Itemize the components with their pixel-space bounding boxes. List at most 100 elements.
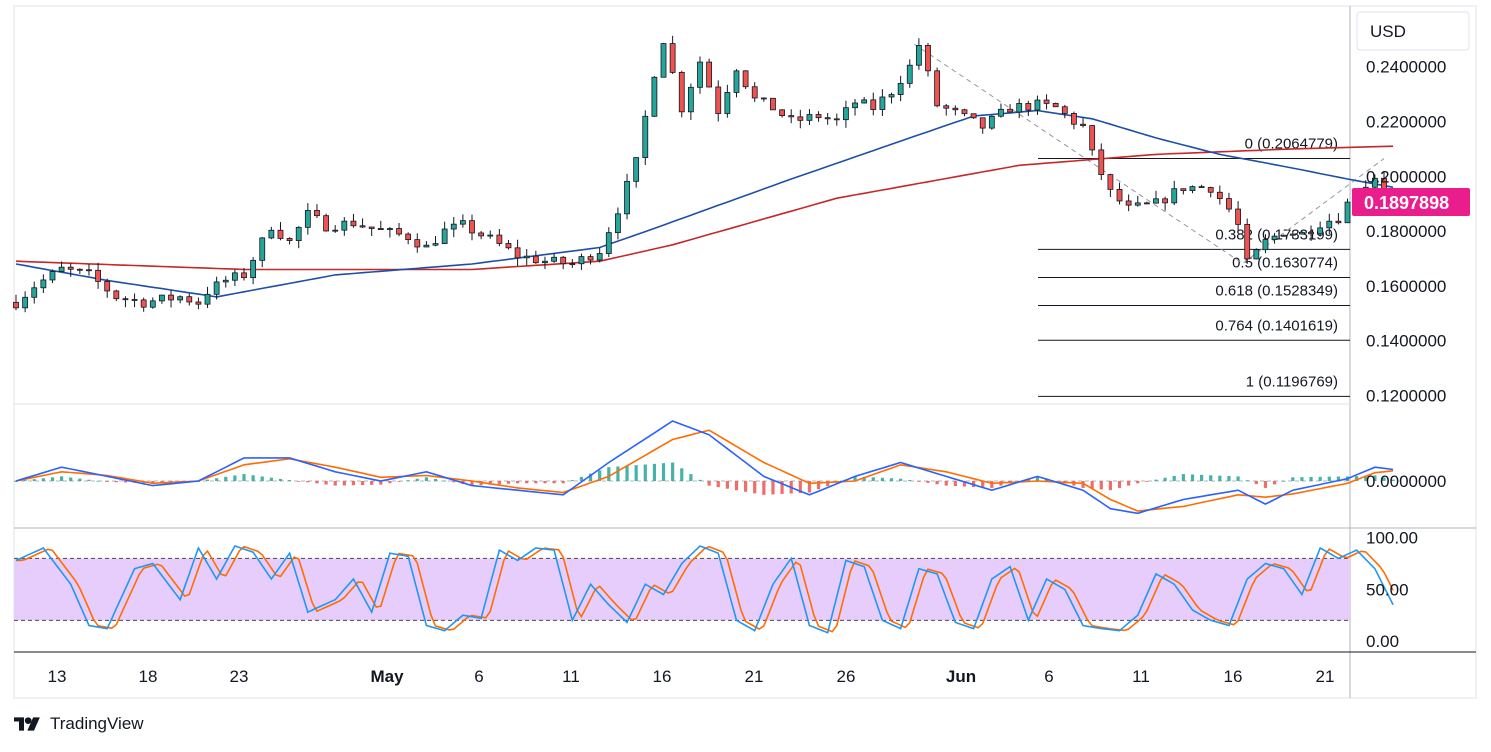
currency-button[interactable]: USD [1356, 11, 1470, 51]
candle[interactable] [1089, 125, 1096, 156]
candle[interactable] [906, 59, 913, 88]
candle[interactable] [1335, 213, 1342, 225]
candle[interactable] [888, 92, 895, 104]
candle[interactable] [596, 247, 603, 263]
candle[interactable] [1071, 111, 1077, 130]
candle[interactable] [314, 204, 320, 218]
time-axis[interactable]: 13 18 23 May 6 11 16 21 26 Jun 6 11 16 21 [48, 667, 1335, 686]
candle[interactable] [1052, 102, 1059, 108]
candle[interactable] [1162, 196, 1169, 211]
candle[interactable] [979, 117, 986, 134]
candle[interactable] [1171, 180, 1178, 206]
candle[interactable] [432, 236, 439, 247]
candle[interactable] [970, 113, 977, 119]
candle[interactable] [1371, 174, 1378, 190]
candle[interactable] [459, 214, 466, 228]
candle[interactable] [861, 96, 868, 104]
candle[interactable] [879, 89, 886, 116]
candle[interactable] [788, 109, 795, 124]
candle[interactable] [222, 276, 229, 288]
candle[interactable] [277, 222, 284, 241]
candle[interactable] [1271, 232, 1278, 244]
candle[interactable] [441, 221, 448, 244]
candle[interactable] [1189, 185, 1196, 194]
candle[interactable] [131, 293, 138, 308]
candle[interactable] [377, 220, 384, 230]
candle[interactable] [295, 226, 302, 249]
candle[interactable] [1262, 234, 1269, 254]
candle[interactable] [1061, 104, 1068, 119]
candle[interactable] [231, 269, 238, 287]
brand-logo[interactable]: TradingView [14, 714, 144, 734]
candle[interactable] [1216, 185, 1223, 205]
candle[interactable] [67, 263, 74, 277]
candle[interactable] [1016, 98, 1023, 119]
candle[interactable] [715, 80, 722, 122]
candle[interactable] [943, 103, 950, 116]
candle[interactable] [870, 92, 877, 116]
candle[interactable] [1244, 218, 1251, 264]
candle[interactable] [1034, 95, 1041, 115]
candle[interactable] [1289, 231, 1296, 237]
candle[interactable] [605, 227, 612, 258]
candle[interactable] [998, 103, 1004, 118]
candle[interactable] [414, 233, 421, 253]
candle[interactable] [168, 289, 174, 308]
candle[interactable] [697, 56, 703, 94]
candle[interactable] [551, 253, 557, 263]
candle[interactable] [1344, 198, 1351, 224]
candle[interactable] [1116, 182, 1123, 205]
candle[interactable] [1326, 213, 1333, 235]
macd-pane[interactable] [14, 420, 1395, 515]
candle[interactable] [58, 261, 65, 272]
candle[interactable] [760, 97, 767, 102]
candle[interactable] [450, 217, 457, 238]
candle[interactable] [751, 82, 758, 102]
candle[interactable] [241, 268, 247, 281]
candle[interactable] [569, 259, 576, 268]
macd-signal-line[interactable] [15, 429, 1394, 512]
candle[interactable] [259, 237, 266, 268]
candle[interactable] [706, 58, 713, 88]
candle[interactable] [897, 75, 904, 102]
candle[interactable] [733, 69, 740, 98]
candle[interactable] [934, 67, 941, 108]
candle[interactable] [1080, 117, 1086, 128]
candle[interactable] [678, 70, 685, 118]
candle[interactable] [660, 42, 667, 78]
candle[interactable] [1134, 195, 1141, 207]
candle[interactable] [396, 222, 402, 237]
candle[interactable] [505, 239, 512, 250]
candle[interactable] [49, 269, 56, 284]
macd-line[interactable] [15, 420, 1394, 515]
candle[interactable] [532, 250, 539, 264]
candle[interactable] [149, 297, 156, 309]
candle[interactable] [833, 113, 840, 126]
candle[interactable] [1180, 188, 1187, 195]
candle[interactable] [478, 231, 485, 240]
candle[interactable] [405, 232, 412, 245]
candle[interactable] [514, 239, 521, 266]
candle[interactable] [687, 83, 694, 120]
candle[interactable] [1098, 143, 1105, 181]
candle[interactable] [578, 253, 585, 270]
candle[interactable] [368, 226, 375, 236]
candle[interactable] [1153, 190, 1159, 204]
candle[interactable] [122, 296, 129, 308]
candle[interactable] [925, 43, 931, 77]
candle[interactable] [1280, 234, 1287, 237]
candle[interactable] [1198, 184, 1205, 189]
candle[interactable] [469, 214, 475, 241]
candle[interactable] [843, 100, 849, 128]
candle[interactable] [806, 109, 813, 126]
candle[interactable] [1308, 225, 1314, 241]
candle[interactable] [95, 262, 101, 289]
candle[interactable] [1007, 104, 1013, 113]
candle[interactable] [1025, 100, 1032, 116]
candle[interactable] [204, 286, 211, 308]
candle[interactable] [797, 109, 804, 129]
candle[interactable] [177, 295, 184, 304]
candle[interactable] [323, 213, 329, 232]
candle[interactable] [13, 294, 19, 311]
